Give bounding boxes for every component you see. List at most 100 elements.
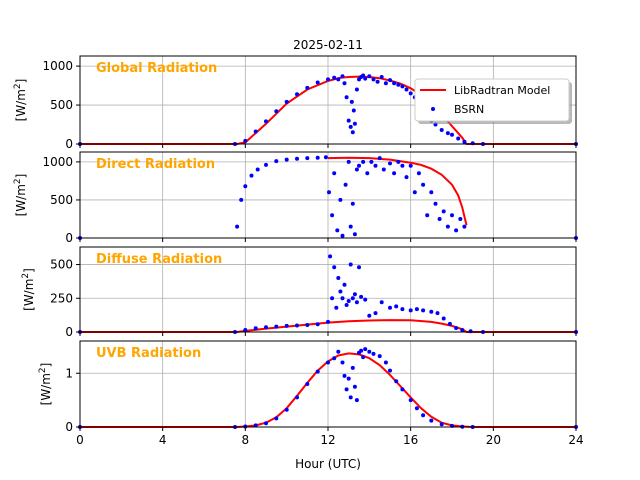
bsrn-point	[371, 77, 376, 82]
bsrn-point	[334, 305, 339, 310]
legend-model-label: LibRadtran Model	[454, 84, 550, 97]
bsrn-point	[421, 308, 426, 313]
bsrn-point	[363, 76, 368, 81]
bsrn-point	[274, 416, 279, 421]
bsrn-point	[371, 351, 376, 356]
bsrn-point	[264, 119, 268, 124]
bsrn-point	[344, 387, 349, 392]
bsrn-point	[315, 369, 320, 374]
bsrn-point	[437, 217, 442, 221]
bsrn-point	[350, 365, 355, 370]
bsrn-point	[367, 74, 372, 79]
bsrn-point	[332, 265, 337, 270]
bsrn-point	[439, 128, 444, 132]
bsrn-point	[357, 265, 361, 270]
bsrn-point	[429, 418, 434, 423]
bsrn-point	[361, 159, 366, 164]
bsrn-point	[253, 326, 258, 331]
bsrn-point	[416, 171, 421, 176]
bsrn-point	[249, 173, 254, 178]
bsrn-point	[295, 395, 299, 400]
bsrn-point	[326, 77, 330, 82]
bsrn-point	[408, 308, 413, 313]
bsrn-point	[450, 132, 454, 137]
bsrn-point	[392, 81, 397, 86]
bsrn-point	[369, 159, 374, 164]
bsrn-point	[361, 355, 366, 360]
bsrn-point	[394, 304, 399, 309]
bsrn-point	[462, 224, 467, 229]
bsrn-point	[235, 224, 240, 229]
bsrn-point	[255, 167, 260, 172]
x-tick-label: 4	[159, 433, 167, 447]
bsrn-point	[264, 162, 268, 167]
y-tick-label: 1000	[42, 59, 73, 73]
bsrn-point	[381, 167, 386, 172]
bsrn-point	[388, 305, 392, 310]
x-axis-label: Hour (UTC)	[295, 457, 361, 471]
bsrn-point	[400, 163, 405, 168]
bsrn-point	[400, 307, 405, 312]
bsrn-point	[367, 313, 372, 318]
bsrn-point	[408, 91, 413, 96]
bsrn-point	[336, 276, 341, 280]
bsrn-point	[284, 157, 289, 162]
bsrn-point	[377, 156, 382, 161]
bsrn-point	[429, 190, 434, 195]
panel-2: 0 500 1000 Direct Radiation [W/m2]	[13, 151, 578, 245]
bsrn-point	[274, 109, 279, 114]
y-tick-label: 1	[65, 366, 73, 380]
model-line	[80, 352, 576, 428]
bsrn-point	[346, 118, 351, 123]
bsrn-point	[295, 323, 299, 328]
bsrn-point	[392, 171, 397, 176]
bsrn-point	[327, 190, 331, 195]
bsrn-point	[305, 85, 310, 90]
x-tick-label: 24	[568, 433, 583, 447]
bsrn-point	[412, 190, 417, 195]
bsrn-point	[373, 311, 378, 316]
bsrn-point	[336, 349, 341, 354]
bsrn-point	[379, 300, 384, 305]
bsrn-point	[458, 217, 463, 221]
bsrn-point	[348, 124, 353, 129]
bsrn-point	[315, 80, 320, 85]
y-tick-label: 0	[65, 325, 73, 339]
bsrn-point	[352, 292, 357, 297]
model-line	[327, 156, 468, 226]
bsrn-point	[350, 201, 355, 206]
bsrn-point	[441, 209, 446, 214]
y-tick-label: 500	[50, 193, 73, 207]
x-tick-label: 8	[242, 433, 250, 447]
bsrn-point	[348, 262, 353, 267]
bsrn-point	[379, 75, 384, 79]
bsrn-point	[383, 81, 388, 86]
bsrn-point	[435, 311, 440, 316]
bsrn-point	[388, 78, 392, 83]
bsrn-point	[274, 159, 279, 164]
bsrn-point	[373, 163, 378, 168]
y-axis-label: [W/m2]	[38, 363, 53, 406]
bsrn-point	[315, 155, 320, 160]
bsrn-point	[305, 323, 310, 327]
panel-label: Direct Radiation	[96, 157, 215, 172]
y-axis-label: [W/m2]	[13, 79, 28, 122]
bsrn-point	[336, 77, 341, 82]
bsrn-point	[343, 182, 348, 187]
bsrn-point	[239, 197, 244, 202]
bsrn-point	[462, 139, 467, 144]
y-tick-label: 0	[65, 420, 73, 434]
bsrn-point	[326, 319, 330, 324]
bsrn-point	[400, 84, 405, 89]
bsrn-point	[363, 347, 368, 352]
x-tick-label: 20	[486, 433, 501, 447]
panel-3: 0 250 500 Diffuse Radiation [W/m2]	[21, 246, 578, 339]
bsrn-point	[351, 108, 356, 113]
panel-label: Diffuse Radiation	[96, 252, 222, 267]
bsrn-point	[284, 99, 289, 104]
figure-title: 2025-02-11	[293, 38, 363, 52]
bsrn-point	[330, 296, 335, 301]
bsrn-point	[342, 373, 347, 378]
bsrn-point	[441, 316, 446, 321]
panel-label: Global Radiation	[96, 61, 217, 76]
